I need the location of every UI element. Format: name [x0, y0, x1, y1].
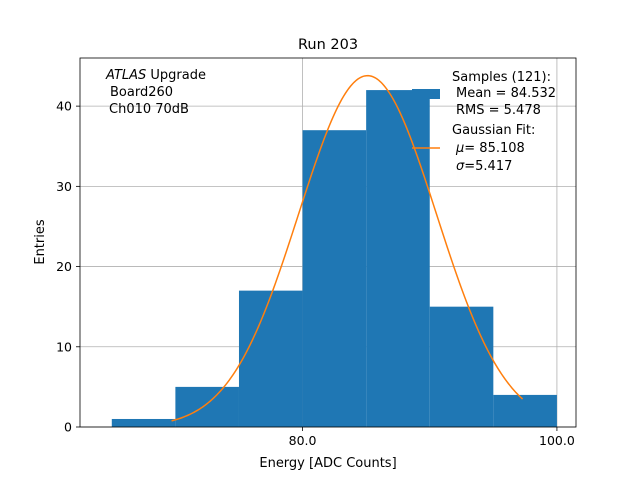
y-tick-label: 40 — [56, 99, 72, 114]
histogram-bar — [238, 290, 303, 427]
legend-mu-symbol: μ — [455, 141, 464, 156]
y-tick-label: 10 — [56, 339, 72, 354]
y-tick-label: 30 — [56, 179, 72, 194]
y-tick-label: 0 — [64, 420, 72, 435]
x-axis-ticks: 80.0 100.0 — [289, 427, 575, 448]
y-axis-ticks: 0 10 20 30 40 — [56, 99, 80, 435]
histogram-bar — [302, 130, 367, 427]
histogram-bar — [111, 418, 176, 427]
annotation-board: Board260 — [110, 85, 173, 100]
x-axis-label: Energy [ADC Counts] — [259, 456, 396, 471]
annotation-block: ATLAS Upgrade Board260 Ch010 70dB — [105, 68, 206, 117]
y-axis-label: Entries — [33, 219, 48, 265]
annotation-channel: Ch010 70dB — [109, 102, 189, 117]
annotation-line1: ATLAS Upgrade — [105, 68, 206, 83]
histogram-bar — [429, 306, 494, 427]
legend-sigma-symbol: σ — [456, 159, 465, 174]
legend-fit-mu: μ= 85.108 — [455, 141, 525, 156]
histogram-bar — [366, 90, 430, 427]
legend-fit-sigma: σ=5.417 — [456, 159, 512, 174]
legend-samples-swatch — [412, 89, 440, 99]
legend-samples-title: Samples (121): — [452, 70, 551, 85]
histogram-bars — [111, 90, 557, 427]
legend-fit-title: Gaussian Fit: — [452, 123, 535, 138]
y-tick-label: 20 — [56, 259, 72, 274]
x-tick-label: 100.0 — [539, 433, 575, 448]
histogram-bar — [493, 394, 557, 427]
annotation-atlas: ATLAS — [105, 68, 146, 83]
legend: Samples (121): Mean = 84.532 RMS = 5.478… — [412, 70, 556, 174]
legend-samples-rms: RMS = 5.478 — [456, 103, 541, 118]
legend-mu-value: = 85.108 — [464, 141, 525, 156]
x-tick-label: 80.0 — [289, 433, 317, 448]
annotation-upgrade: Upgrade — [146, 68, 206, 83]
legend-samples-mean: Mean = 84.532 — [456, 86, 556, 101]
gaussian-fit-curve — [171, 74, 524, 422]
chart-title: Run 203 — [298, 37, 358, 53]
histogram-bar — [175, 386, 239, 427]
legend-sigma-value: =5.417 — [464, 159, 512, 174]
plot-frame — [79, 57, 577, 428]
